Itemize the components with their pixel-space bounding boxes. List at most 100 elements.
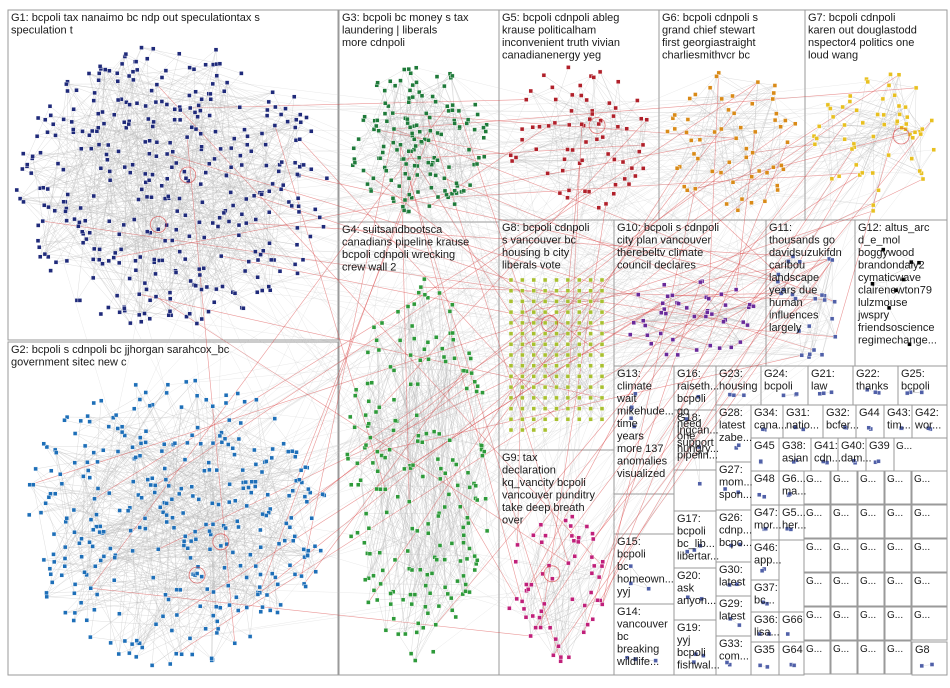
edge [73,53,127,133]
edge [410,472,469,595]
group-label-minor: G... [914,542,930,553]
edge [707,148,853,313]
graph-node [395,494,400,499]
group-cell-g1 [7,9,339,341]
graph-node [539,540,544,545]
graph-node [36,223,41,228]
edge [61,483,67,519]
edge [93,164,304,260]
edge [186,284,195,317]
graph-node [137,435,143,440]
graph-node [55,161,61,166]
group-label-line: cymaticwave [858,272,921,284]
graph-node [130,445,135,450]
graph-node [258,609,263,614]
graph-node [145,56,150,61]
graph-node [270,181,275,187]
graph-node [227,482,232,487]
graph-node [182,457,188,462]
graph-node [551,653,556,658]
edge [686,418,700,484]
graph-node [279,159,284,165]
graph-node [112,250,118,256]
graph-node [375,597,380,603]
edge [32,156,49,257]
graph-node [418,284,424,290]
graph-node [624,655,630,660]
graph-node [253,479,258,484]
edge [368,304,415,424]
graph-node [355,530,360,535]
graph-node [378,581,383,587]
graph-node [416,155,422,161]
graph-node [520,309,525,315]
edge [49,184,616,569]
graph-node [554,417,559,422]
graph-node [89,128,95,134]
graph-node [701,653,706,658]
graph-node [265,492,270,497]
group-label-line: G6: bcpoli cdnpoli s [662,12,758,24]
graph-node [167,661,173,667]
graph-node [195,425,200,430]
edge [40,107,191,257]
group-label-minor: G... [887,644,903,655]
edge [548,75,592,127]
graph-node [122,433,128,438]
graph-node [569,108,574,114]
graph-node [260,604,265,610]
graph-node [76,224,81,229]
edge [533,333,569,431]
graph-node [204,586,210,592]
edge [866,78,917,89]
graph-node [450,330,455,336]
group-label-minor: G... [914,576,930,587]
graph-node [199,287,204,292]
edge [646,119,756,133]
group-cell-minor [857,538,885,573]
edge [67,81,191,282]
edge [545,330,800,388]
graph-node [152,490,157,495]
graph-node [579,158,585,163]
graph-node [63,610,68,615]
edge [429,449,482,594]
edge [144,164,242,314]
graph-node [670,337,676,342]
edge [602,259,833,562]
edge [436,361,446,560]
edge [145,173,191,282]
edge [418,292,437,338]
graph-node [736,443,741,448]
edge [856,110,885,125]
edge [117,295,171,312]
graph-node [762,494,767,499]
edge [515,151,640,158]
edge [358,139,516,562]
graph-node [95,486,101,491]
graph-node [363,577,368,582]
graph-node [308,234,313,239]
edge [615,184,835,302]
edge [87,462,214,525]
edge [103,556,258,595]
graph-node [210,440,216,446]
edge [221,432,251,637]
graph-node [91,527,96,532]
graph-node [584,524,590,529]
edge [635,119,647,177]
edge [384,113,546,366]
group-label-line: G18: [677,412,701,424]
edge [132,339,673,645]
graph-node [413,143,418,149]
edge [355,340,401,396]
edge [364,92,774,448]
edge [872,262,920,284]
edge [630,565,649,589]
graph-node [428,171,433,177]
graph-node [738,542,743,547]
graph-node [530,124,535,130]
graph-node [597,69,603,75]
graph-node [466,351,472,356]
graph-node [45,129,50,135]
